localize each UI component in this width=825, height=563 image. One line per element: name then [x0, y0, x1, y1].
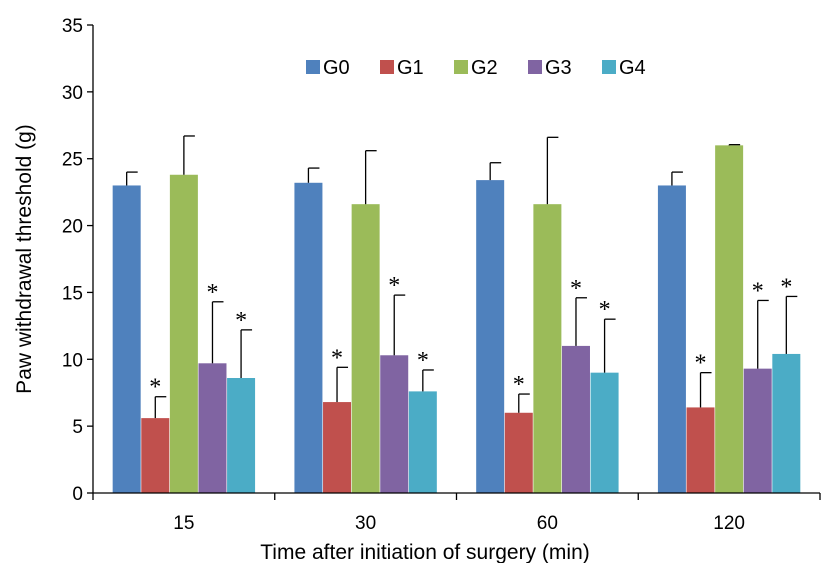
bar-g1-30 — [323, 402, 352, 493]
bar-g4-60 — [590, 372, 619, 493]
legend-swatch-g4 — [602, 60, 616, 74]
y-tick-label-35: 35 — [62, 16, 83, 37]
significance-marker-g4-120: * — [780, 274, 792, 300]
bar-g3-60 — [561, 345, 590, 493]
y-tick-label-10: 10 — [62, 350, 83, 371]
y-axis-title: Paw withdrawal threshold (g) — [13, 124, 36, 394]
y-tick-label-20: 20 — [62, 217, 83, 238]
bar-g4-15 — [227, 378, 256, 493]
y-tick-label-30: 30 — [62, 83, 83, 104]
x-tick-label-30: 30 — [355, 513, 376, 534]
legend: G0 G1 G2 G3 G4 — [306, 57, 646, 79]
significance-marker-g1-30: * — [331, 345, 343, 371]
significance-marker-g3-60: * — [570, 276, 582, 302]
significance-marker-g1-120: * — [695, 351, 707, 377]
bar-g0-15 — [112, 185, 141, 493]
x-tick-label-15: 15 — [173, 513, 194, 534]
x-axis-title: Time after initiation of surgery (min) — [260, 541, 590, 563]
bar-g4-30 — [408, 391, 437, 493]
bar-g3-120 — [743, 368, 772, 493]
bar-g1-120 — [686, 407, 715, 493]
significance-marker-g1-15: * — [149, 375, 161, 401]
x-tick-label-120: 120 — [713, 513, 745, 534]
y-tick-label-0: 0 — [72, 484, 83, 505]
bar-g2-60 — [533, 204, 562, 493]
legend-label-g1: G1 — [397, 57, 424, 79]
y-tick-label-5: 5 — [72, 417, 83, 438]
significance-marker-g4-60: * — [599, 297, 611, 323]
y-tick-label-25: 25 — [62, 150, 83, 171]
significance-marker-g3-30: * — [388, 273, 400, 299]
bar-g1-60 — [504, 412, 533, 493]
significance-marker-g4-30: * — [417, 348, 429, 374]
error-bar-layer — [126, 135, 798, 419]
legend-label-g4: G4 — [619, 57, 646, 79]
bar-g0-120 — [657, 185, 686, 493]
bar-g4-120 — [772, 353, 801, 493]
significance-layer: * * * * * * * * * * * * — [149, 273, 792, 401]
bar-g0-30 — [294, 182, 323, 493]
x-tick-label-60: 60 — [537, 513, 558, 534]
legend-swatch-g1 — [380, 60, 394, 74]
significance-marker-g3-120: * — [752, 278, 764, 304]
legend-swatch-g3 — [528, 60, 542, 74]
bar-g0-60 — [476, 180, 505, 494]
axes: 0 5 10 15 20 25 30 35 15 30 60 120 — [62, 16, 821, 534]
significance-marker-g3-15: * — [206, 280, 218, 306]
legend-swatch-g2 — [454, 60, 468, 74]
y-tick-label-15: 15 — [62, 283, 83, 304]
bar-g2-120 — [715, 145, 744, 493]
legend-swatch-g0 — [306, 60, 320, 74]
legend-label-g3: G3 — [545, 57, 572, 79]
significance-marker-g4-15: * — [235, 308, 247, 334]
bar-layer — [112, 145, 801, 494]
significance-marker-g1-60: * — [513, 372, 525, 398]
legend-label-g2: G2 — [471, 57, 498, 79]
legend-label-g0: G0 — [323, 57, 350, 79]
bar-g3-30 — [380, 355, 409, 493]
bar-g1-15 — [141, 418, 170, 493]
bar-g3-15 — [198, 363, 227, 493]
bar-g2-15 — [169, 174, 198, 493]
bar-g2-30 — [351, 204, 380, 493]
